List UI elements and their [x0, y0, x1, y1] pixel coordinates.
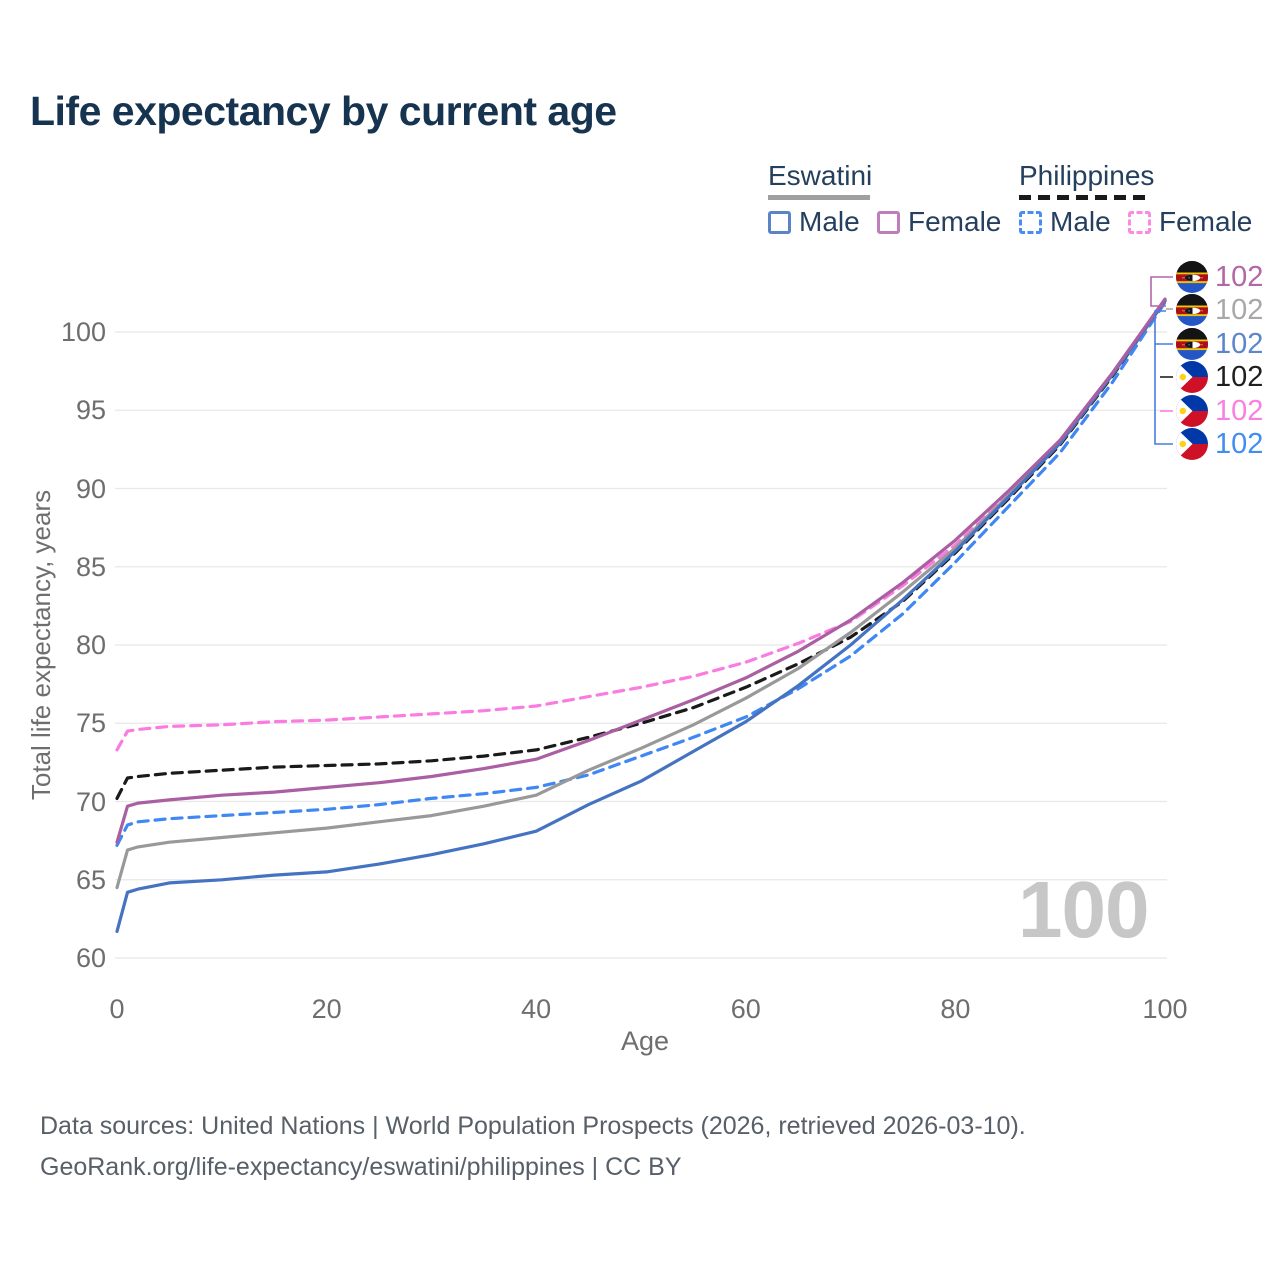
x-axis-title: Age	[620, 1026, 670, 1056]
y-tick-label: 60	[75, 943, 106, 973]
end-label-philippines-both: 102	[1176, 361, 1263, 393]
y-tick-label: 65	[75, 864, 106, 895]
data-sources-text: Data sources: United Nations | World Pop…	[40, 1112, 1026, 1140]
x-tick-label: 0	[109, 994, 125, 1024]
eswatini-flag-icon	[1176, 328, 1208, 360]
eswatini-solid-line-sample	[768, 195, 870, 200]
attribution-text: GeoRank.org/life-expectancy/eswatini/phi…	[40, 1152, 682, 1181]
y-tick-label: 85	[75, 551, 106, 582]
y-tick-label: 95	[75, 395, 106, 426]
series-line-philippines-female	[115, 299, 1167, 752]
y-tick-label: 80	[75, 630, 106, 660]
x-tick-label: 20	[311, 994, 342, 1024]
end-label-eswatini-both: 102	[1176, 294, 1263, 326]
legend-group-philippines: Philippines	[1019, 160, 1154, 200]
eswatini-female-swatch-icon	[877, 210, 900, 234]
end-label-value: 102	[1215, 293, 1264, 326]
legend-item-eswatini-female[interactable]: Female	[877, 206, 1001, 238]
legend-item-philippines-male[interactable]: Male	[1019, 206, 1111, 238]
series-line-philippines-male	[115, 300, 1167, 847]
x-tick-label: 40	[521, 994, 552, 1024]
end-label-value: 102	[1215, 394, 1264, 427]
y-tick-label: 100	[60, 317, 106, 347]
end-label-philippines-female: 102	[1176, 395, 1263, 427]
end-label-value: 102	[1215, 360, 1264, 393]
legend-group-title: Philippines	[1019, 160, 1155, 191]
y-tick-label: 90	[75, 473, 106, 504]
eswatini-male-swatch-icon	[768, 210, 791, 234]
legend-item-label: Female	[908, 206, 1002, 237]
end-label-eswatini-male: 102	[1176, 328, 1263, 360]
footer: Data sources: United Nations | World Pop…	[40, 1106, 1026, 1187]
legend-item-eswatini-male[interactable]: Male	[768, 206, 860, 238]
legend-group-title: Eswatini	[768, 160, 873, 191]
x-tick-label: 60	[730, 994, 761, 1024]
legend-item-label: Male	[799, 206, 860, 237]
philippines-flag-icon	[1176, 395, 1208, 427]
philippines-female-swatch-icon	[1128, 210, 1151, 234]
x-tick-label: 80	[940, 994, 971, 1024]
end-label-value: 102	[1215, 327, 1264, 360]
series-line-eswatini-female	[115, 297, 1167, 844]
y-tick-label: 70	[75, 786, 106, 817]
page-title: Life expectancy by current age	[30, 88, 617, 134]
series-line-eswatini-male	[115, 299, 1167, 934]
philippines-male-swatch-icon	[1019, 210, 1042, 234]
series-line-eswatini-both-sexes	[115, 299, 1167, 890]
legend-item-philippines-female[interactable]: Female	[1128, 206, 1252, 238]
legend-item-label: Female	[1159, 206, 1253, 237]
eswatini-flag-icon	[1176, 294, 1208, 326]
end-label-value: 102	[1215, 260, 1264, 293]
series-line-philippines-both-sexes	[115, 299, 1167, 801]
end-label-philippines-male: 102	[1176, 428, 1263, 460]
philippines-dashed-line-sample	[1019, 195, 1148, 200]
philippines-flag-icon	[1176, 428, 1208, 460]
legend-group-eswatini: Eswatini	[768, 160, 872, 200]
age-counter-watermark: 100	[1018, 865, 1149, 954]
y-axis-title: Total life expectancy, years	[26, 489, 56, 801]
philippines-flag-icon	[1176, 361, 1208, 393]
end-label-eswatini-female: 102	[1176, 261, 1263, 293]
eswatini-flag-icon	[1176, 261, 1208, 293]
x-tick-label: 100	[1142, 994, 1188, 1024]
y-tick-label: 75	[75, 708, 106, 739]
legend-item-label: Male	[1050, 206, 1111, 237]
end-label-value: 102	[1215, 427, 1264, 460]
